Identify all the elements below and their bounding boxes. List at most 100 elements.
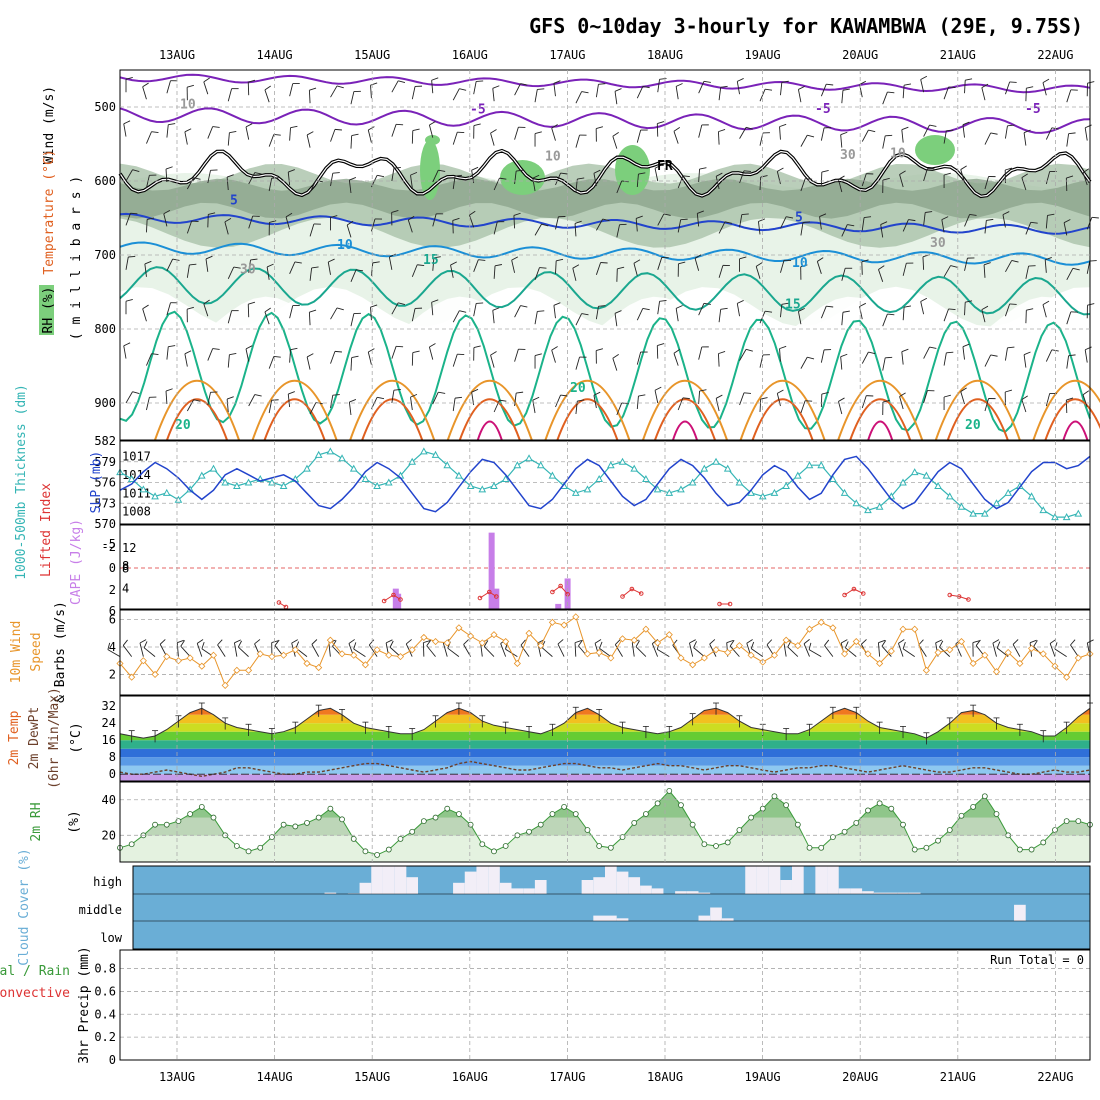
wind-speed-marker [256,650,264,658]
wind-barb-10m [353,648,366,657]
wind-barb-upper-flag [882,399,890,403]
wind-barb-upper-flag [859,80,867,85]
wind-barb-upper-flag [459,88,467,91]
wind-barb-upper-flag [821,391,829,395]
wind-speed-marker [139,657,147,665]
dewpoint-line [119,760,1091,778]
lifted-index-marker [717,601,722,607]
rh-frame [119,781,1091,863]
wind-barb-upper-flag [654,164,662,169]
wind-barb-upper-flag [755,262,763,267]
thickness-marker [279,481,288,489]
thickness-ytick: 579 [94,455,116,469]
wind-barb-upper-flag [950,265,958,268]
cloud-cover-bar [359,882,372,894]
temp-contour-30-arch [751,398,814,441]
cloud-cover-bar [675,891,687,894]
wind-barb-upper-flag [534,353,542,357]
thickness-marker [490,481,498,489]
date-label-bottom: 17AUG [549,1070,585,1084]
wind-barb-10m [1070,644,1079,657]
wind-barb-upper [633,263,638,276]
wind-barb-upper-flag [724,221,732,224]
wind-barb-upper [553,305,556,319]
wind-barb-upper [452,398,456,412]
precip-label-convective: Convective [0,986,70,1001]
wind-barb-upper [616,224,620,238]
wind-barb-upper-flag [412,128,420,132]
rh-marker [701,841,708,848]
lifted-index-marker [727,601,733,607]
wind-barb-upper [923,124,930,137]
cloud-cover-bar [593,877,605,894]
wind-barb-upper-flag [438,169,446,172]
wind-barb-upper [308,90,311,104]
wind-barb-upper [551,350,556,363]
wind-barb-upper [1066,355,1070,369]
wind-barb-upper-flag [226,174,234,178]
wind-barb-upper-flag [1042,300,1050,306]
wind-barb-upper-flag [389,253,396,258]
wind-barb-upper [657,79,661,93]
wind-barb-upper [309,402,317,415]
upper-air-ytick: 900 [94,396,116,410]
label-rh30-c: 30 [930,236,946,251]
wind-barb-10m-flag [840,639,848,644]
wind-barb-upper-flag [1007,346,1015,349]
wind-barb-upper [575,313,583,326]
wind-barb-upper [493,177,500,191]
wind-barb-upper-flag [294,261,302,264]
wind-barb-upper [698,303,705,316]
wind-barb-upper-flag [309,87,317,91]
wind-barb-upper [1066,268,1074,281]
wind-barb-upper-flag [492,307,500,311]
thickness-marker [875,502,884,510]
wind-barb-upper [759,398,762,413]
wind-barb-10m [803,643,810,657]
wind-barb-upper-flag [288,169,295,173]
thickness-marker [969,509,977,517]
wind-barb-10m [877,642,881,657]
wind-barb-upper [696,213,700,227]
wind-barb-upper [816,261,822,274]
wind-barb-upper-flag [229,352,237,356]
wind-barb-upper-flag [408,215,415,221]
wind-barb-upper-flag [1005,389,1013,393]
wind-barb-10m [1049,643,1056,657]
wind-barb-upper [555,172,561,186]
wind-barb-upper-flag [541,223,549,227]
wind-barb-10m-flag [201,642,205,649]
thickness-marker [782,481,790,489]
wind-speed-marker [595,648,603,657]
cloud-cover-bar [686,891,699,894]
wind-barb-upper-flag [737,300,744,304]
precip-ytick: 0 [109,1053,116,1067]
wind-barb-10m-flag [254,639,261,645]
wind-speed-marker [747,651,755,659]
thickness-marker [583,485,592,493]
cloud-cover-bar [850,888,863,894]
date-label-bottom: 19AUG [745,1070,781,1084]
wind-barb-upper [657,213,665,226]
rh-marker [923,844,930,851]
wind-barb-upper [142,86,147,100]
temp-contour-25-arch [154,379,240,441]
wind-barb-upper-flag [878,265,885,270]
date-label-bottom: 18AUG [647,1070,683,1084]
wind-barb-10m-flag [353,642,357,650]
wind-barb-upper [779,126,781,140]
wind-speed-marker [198,662,206,670]
wind-barb-upper-flag [840,131,848,136]
wind-barb-upper-flag [847,224,855,227]
wind-barb-upper-flag [490,351,497,356]
cloud-cover-bar [780,880,792,894]
lifted-index-marker [550,589,555,595]
rh-marker [841,828,848,835]
label-rh10-b: 10 [545,149,561,164]
wind-barb-upper [780,82,783,96]
upper-air-ylabel-wind: Wind (m/s) [42,86,57,164]
upper-air-ylabel-unit: ( m i l l i b a r s ) [69,176,84,340]
wind-barb-10m-flag [902,642,906,649]
wind-barb-upper [327,261,331,275]
wind-barb-upper [555,394,561,408]
